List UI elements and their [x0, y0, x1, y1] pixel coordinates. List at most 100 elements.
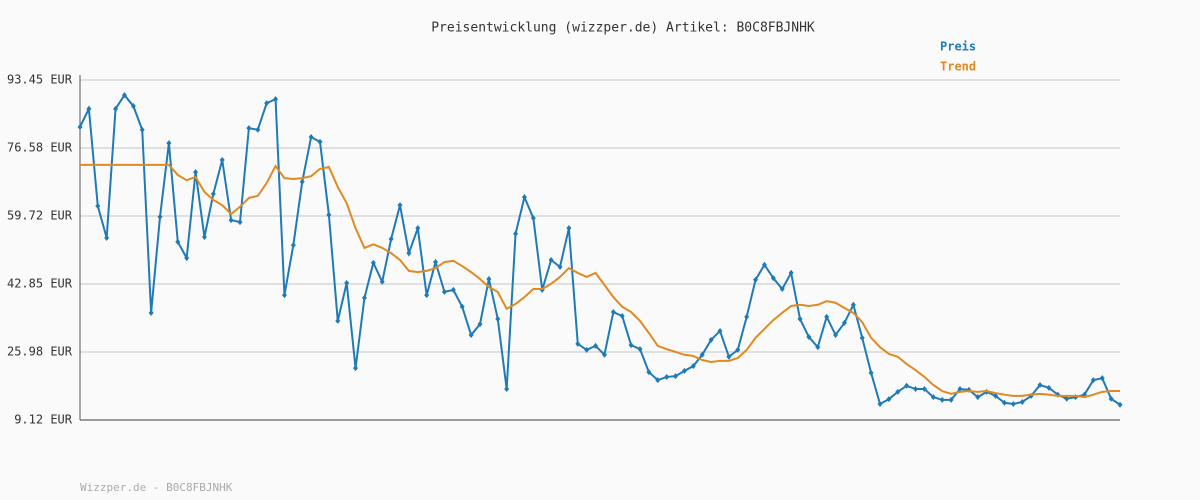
point-marker: [513, 230, 519, 237]
point-marker: [566, 225, 572, 232]
point-marker: [868, 369, 874, 376]
point-marker: [637, 346, 643, 353]
point-marker: [361, 294, 367, 301]
point-marker: [824, 313, 830, 320]
point-marker: [139, 126, 145, 133]
point-marker: [326, 211, 332, 218]
point-marker: [521, 194, 527, 201]
point-marker: [228, 217, 234, 224]
point-marker: [993, 392, 999, 399]
point-marker: [557, 263, 563, 270]
legend-label: Preis: [940, 40, 976, 54]
point-marker: [619, 313, 625, 320]
point-marker: [246, 125, 252, 132]
point-marker: [673, 373, 679, 380]
point-marker: [166, 140, 172, 147]
series-line: [79, 93, 1121, 406]
point-marker: [201, 234, 207, 241]
point-marker: [1090, 377, 1096, 384]
point-marker: [1099, 375, 1105, 382]
point-marker: [753, 276, 759, 283]
point-marker: [584, 346, 590, 353]
series-line: [80, 163, 1120, 399]
point-marker: [281, 292, 287, 299]
point-marker: [273, 96, 279, 103]
point-marker: [121, 92, 127, 99]
point-marker: [86, 105, 92, 112]
y-tick-label: 76.58 EUR: [7, 141, 73, 155]
point-marker: [726, 353, 732, 360]
point-marker: [530, 215, 536, 222]
point-marker: [833, 332, 839, 339]
point-marker: [1117, 401, 1123, 408]
point-marker: [797, 315, 803, 322]
point-marker: [939, 396, 945, 403]
point-marker: [397, 202, 403, 209]
point-marker: [690, 363, 696, 370]
y-tick-label: 25.98 EUR: [7, 345, 73, 359]
point-marker: [904, 382, 910, 389]
point-marker: [406, 250, 412, 257]
point-marker: [486, 275, 492, 282]
point-marker: [930, 394, 936, 401]
point-marker: [219, 157, 225, 164]
point-marker: [850, 301, 856, 308]
point-marker: [1046, 384, 1052, 391]
point-marker: [495, 315, 501, 322]
point-marker: [699, 351, 705, 358]
point-marker: [575, 340, 581, 347]
footer: Wizzper.de - B0C8FBJNHK: [80, 481, 233, 494]
point-marker: [655, 377, 661, 384]
point-marker: [459, 303, 465, 310]
point-marker: [308, 134, 314, 141]
point-marker: [95, 202, 101, 209]
point-marker: [646, 369, 652, 376]
point-marker: [761, 261, 767, 268]
point-marker: [815, 344, 821, 351]
point-marker: [433, 259, 439, 266]
point-marker: [1037, 382, 1043, 389]
point-marker: [948, 396, 954, 403]
point-marker: [450, 286, 456, 293]
point-marker: [957, 386, 963, 393]
point-marker: [148, 309, 154, 316]
point-marker: [708, 336, 714, 343]
point-marker: [681, 367, 687, 374]
point-marker: [353, 365, 359, 372]
y-tick-label: 42.85 EUR: [7, 277, 73, 291]
point-marker: [548, 257, 554, 264]
point-marker: [210, 190, 216, 197]
point-marker: [317, 138, 323, 145]
point-marker: [975, 394, 981, 401]
point-marker: [593, 342, 599, 349]
point-marker: [1001, 399, 1007, 406]
point-marker: [859, 334, 865, 341]
point-marker: [770, 275, 776, 282]
point-marker: [477, 321, 483, 328]
point-marker: [841, 319, 847, 326]
point-marker: [788, 269, 794, 276]
y-tick-label: 59.72 EUR: [7, 208, 73, 222]
point-marker: [1108, 395, 1114, 402]
point-marker: [237, 219, 243, 226]
point-marker: [468, 332, 474, 339]
point-marker: [504, 386, 510, 393]
point-marker: [806, 334, 812, 341]
legend-label: Trend: [940, 60, 976, 74]
point-marker: [886, 396, 892, 403]
point-marker: [628, 342, 634, 349]
point-marker: [895, 388, 901, 395]
point-marker: [344, 280, 350, 287]
point-marker: [175, 238, 181, 245]
point-marker: [104, 234, 110, 241]
point-marker: [664, 373, 670, 380]
point-marker: [379, 278, 385, 285]
point-marker: [601, 351, 607, 358]
point-marker: [255, 126, 261, 133]
y-tick-label: 9.12 EUR: [14, 413, 73, 427]
point-marker: [877, 400, 883, 407]
chart-title: Preisentwicklung (wizzper.de) Artikel: B…: [431, 21, 815, 36]
point-marker: [370, 259, 376, 266]
point-marker: [290, 242, 296, 249]
